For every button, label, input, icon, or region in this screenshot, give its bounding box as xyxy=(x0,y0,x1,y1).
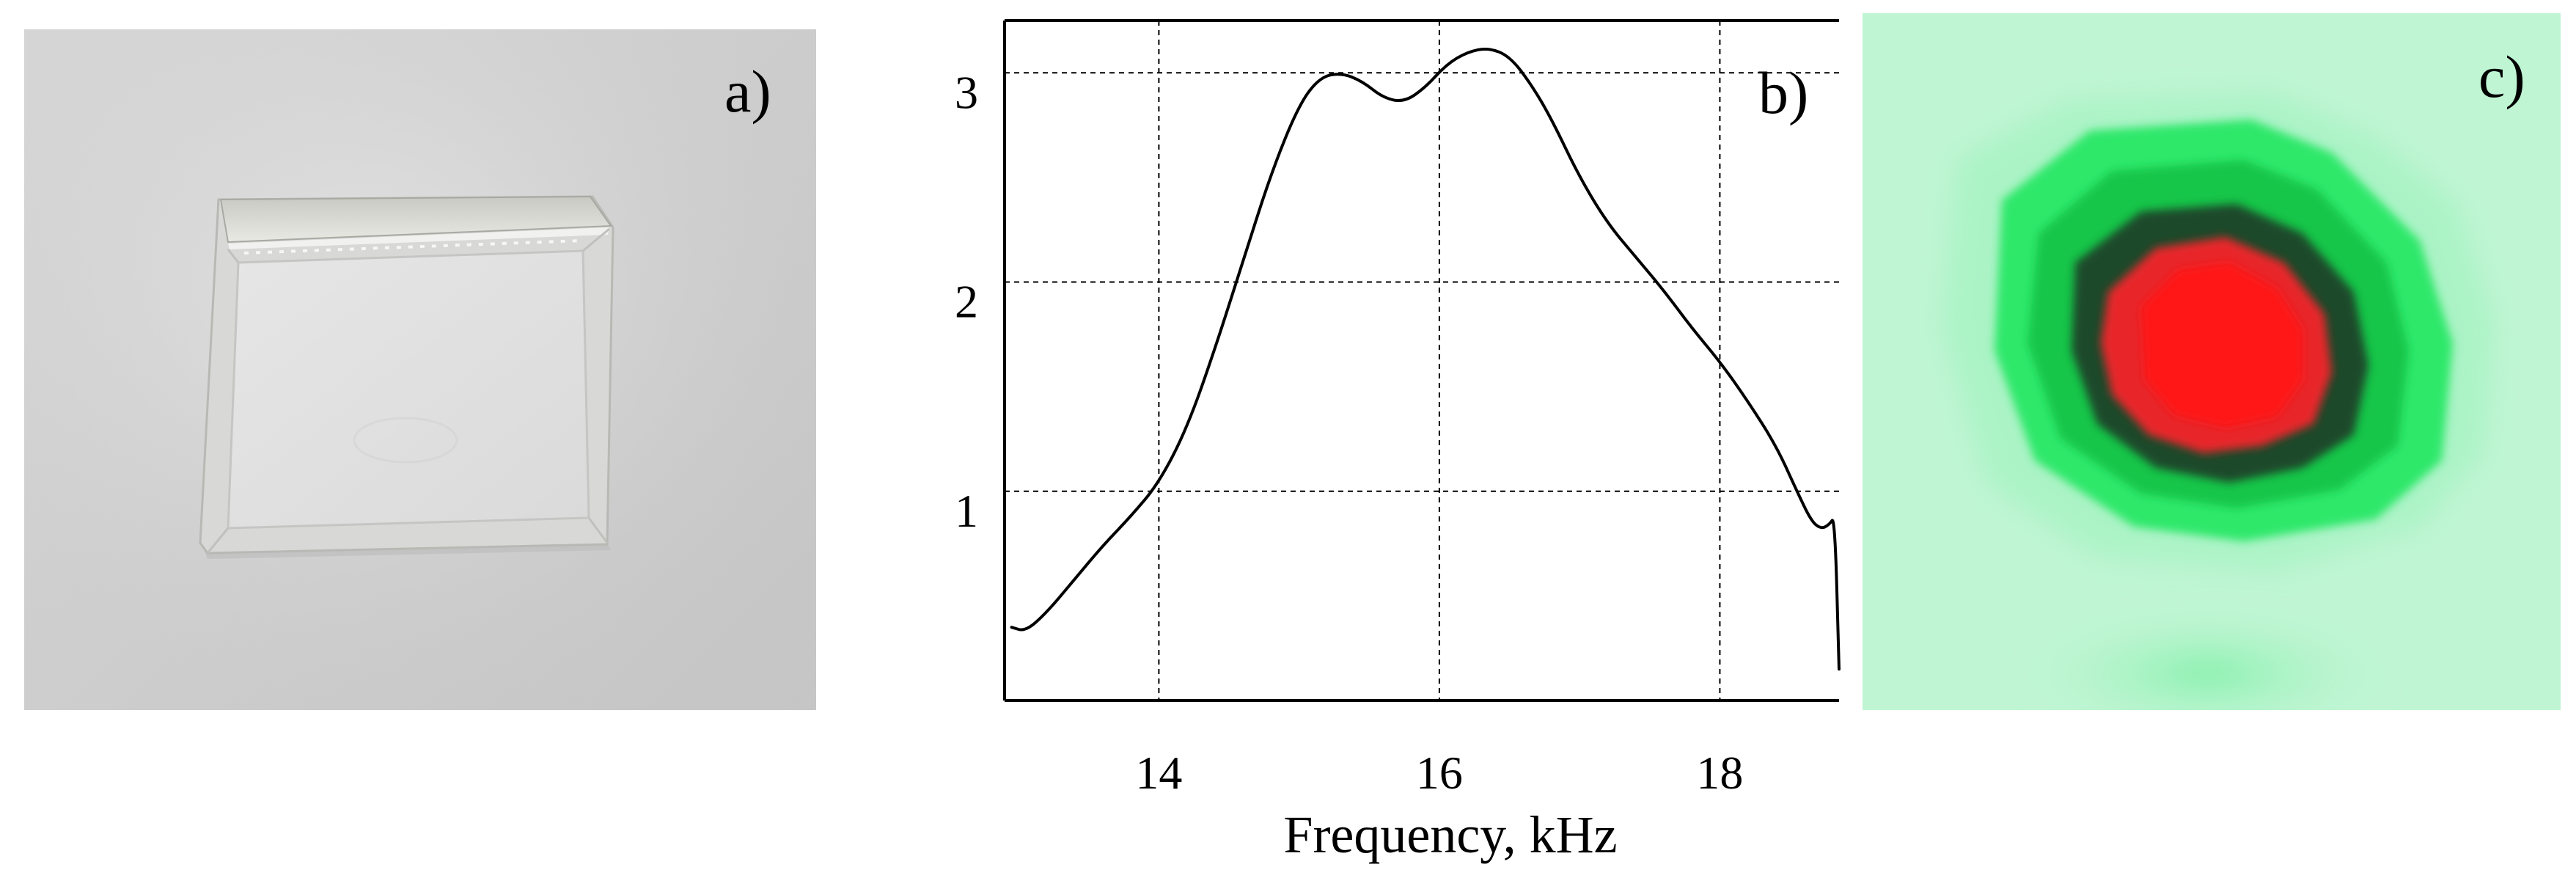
x-tick-label: 14 xyxy=(1135,747,1182,799)
x-tick-label: 18 xyxy=(1696,747,1743,799)
chart-axes xyxy=(1003,19,1839,702)
y-tick-label: 2 xyxy=(955,276,978,328)
photo-panel-a: a) xyxy=(24,29,816,710)
x-tick-label: 16 xyxy=(1416,747,1463,799)
chart-panel-b: 14 16 18 1 2 3 Frequency, kHz b) xyxy=(946,0,1841,878)
heatmap-red-center xyxy=(2141,263,2302,428)
intensity-heatmap xyxy=(1943,94,2493,710)
y-tick-label: 3 xyxy=(955,66,978,118)
panel-label-b: b) xyxy=(1758,59,1809,126)
frequency-response-chart: 14 16 18 1 2 3 Frequency, kHz xyxy=(955,19,1841,864)
panel-label-a: a) xyxy=(724,58,771,125)
series-line xyxy=(1010,47,1841,671)
chart-grid xyxy=(1005,21,1839,700)
glass-plate-photo xyxy=(24,29,816,710)
panel-label-c: c) xyxy=(2478,43,2525,110)
y-tick-label: 1 xyxy=(955,485,978,537)
chart-series xyxy=(1010,47,1841,671)
heatmap-panel-c: c) xyxy=(1863,13,2561,710)
x-axis-label: Frequency, kHz xyxy=(1283,805,1617,864)
heatmap-bottom-glow xyxy=(2017,607,2398,710)
chart-tick-labels: 14 16 18 1 2 3 xyxy=(955,66,1743,799)
